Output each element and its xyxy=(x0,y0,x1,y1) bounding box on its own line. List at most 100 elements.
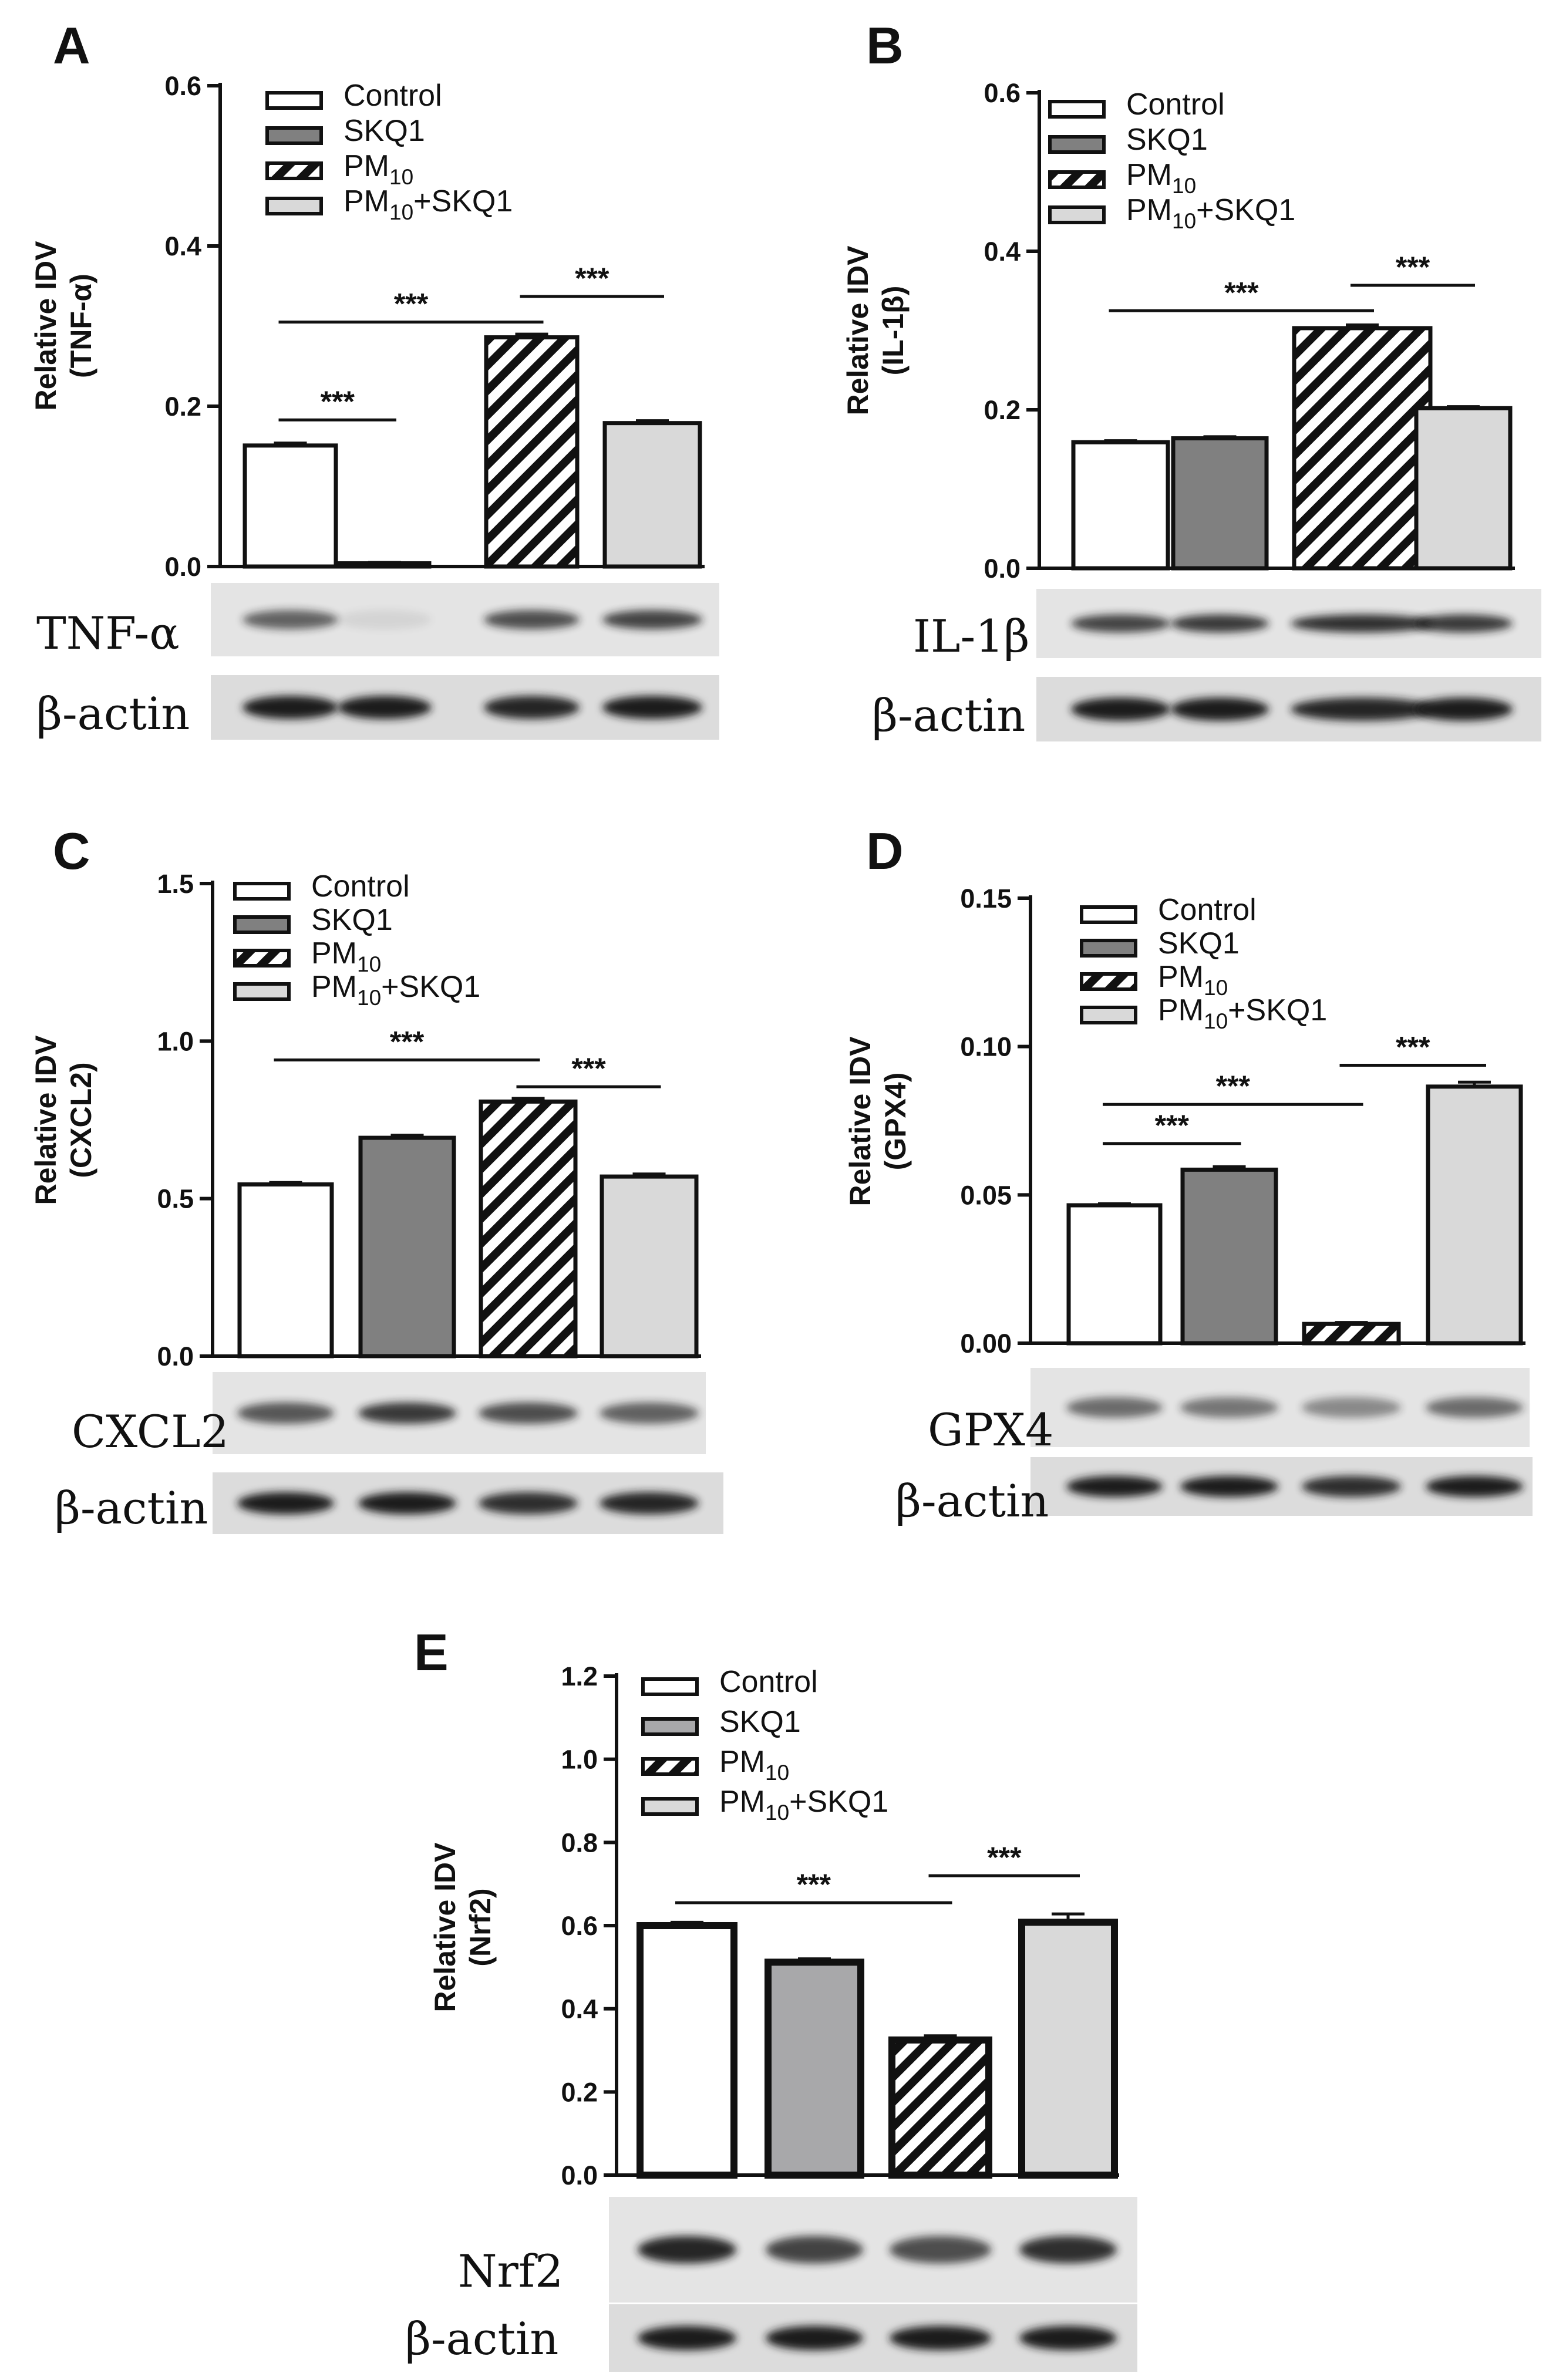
legend-label: Control xyxy=(719,1665,818,1699)
legend-label: PM10 xyxy=(343,149,413,189)
blot-band xyxy=(237,1402,334,1424)
legend-label-name: Control xyxy=(311,869,410,904)
legend-label-name: PM xyxy=(311,970,357,1004)
panel-b: B 0.0 0.2 0.4 0.6 Relative IDV (IL-1β) *** *** Co… xyxy=(841,16,1541,741)
legend-swatch xyxy=(233,949,291,967)
y-axis-label-line: Relative IDV xyxy=(841,245,874,416)
blot-band xyxy=(237,1492,334,1515)
legend-label-subscript: 10 xyxy=(1172,174,1196,198)
y-tick-label: 0.4 xyxy=(164,231,201,261)
y-tick-label: 0.15 xyxy=(960,884,1012,913)
blot-label: β-actin xyxy=(405,2312,558,2365)
bar xyxy=(1180,1167,1278,1346)
y-axis-label-line: (Nrf2) xyxy=(464,1888,497,1966)
blot-label: Nrf2 xyxy=(458,2245,563,2297)
y-tick-label: 0.4 xyxy=(984,237,1021,267)
legend-label: SKQ1 xyxy=(1158,926,1240,960)
blot-band xyxy=(243,610,338,629)
blot-band xyxy=(1414,697,1513,721)
blot-band xyxy=(1291,697,1434,721)
legend-swatch xyxy=(233,982,291,1001)
legend-label-suffix: +SKQ1 xyxy=(1228,993,1327,1027)
y-axis-label-line: (IL-1β) xyxy=(877,286,910,376)
panel-letter: A xyxy=(53,16,90,75)
legend-swatch xyxy=(641,1717,699,1736)
y-tick-label: 1.0 xyxy=(157,1026,194,1056)
bar xyxy=(1292,326,1433,571)
panel-a: A 0.0 0.2 0.4 0.6 Relative IDV (TNF-α) *** *** **… xyxy=(29,16,719,740)
blot-band xyxy=(766,2236,863,2264)
y-axis-label-line: Relative IDV xyxy=(429,1842,462,2012)
bar xyxy=(1302,1322,1401,1346)
y-tick-label: 0.6 xyxy=(561,1911,598,1941)
legend-label-name: SKQ1 xyxy=(311,903,393,937)
legend-label: SKQ1 xyxy=(1126,123,1208,157)
blot-band xyxy=(638,2325,736,2351)
bar xyxy=(358,1135,456,1358)
legend-label: PM10+SKQ1 xyxy=(1158,993,1327,1033)
legend-label-name: PM xyxy=(311,936,357,970)
y-tick-label: 0.10 xyxy=(960,1032,1012,1062)
blot-label: β-actin xyxy=(895,1475,1049,1527)
legend-label-name: PM xyxy=(343,184,389,218)
blot-strip xyxy=(211,583,719,656)
legend-swatch xyxy=(1048,135,1106,154)
panel-letter: B xyxy=(866,16,904,75)
blot-band xyxy=(602,610,703,629)
blot-band xyxy=(358,1402,456,1424)
legend-swatch xyxy=(265,126,323,145)
blot-band xyxy=(1066,1476,1163,1497)
y-tick-label: 0.2 xyxy=(164,392,201,422)
y-tick-label: 1.2 xyxy=(561,1661,598,1691)
legend-label-name: Control xyxy=(1126,87,1225,122)
legend-label-suffix: +SKQ1 xyxy=(1196,193,1295,227)
bar xyxy=(1426,1084,1523,1346)
panel-c: C 0.0 0.5 1.0 1.5 Relative IDV (CXCL2) *** *** Co… xyxy=(29,822,723,1534)
legend-label-subscript: 10 xyxy=(1204,1009,1228,1033)
legend-swatch xyxy=(1048,100,1106,119)
y-axis-label-line: Relative IDV xyxy=(29,241,62,411)
y-tick-label: 0.2 xyxy=(561,2077,598,2107)
legend-label-name: PM xyxy=(1158,960,1204,994)
bar xyxy=(484,335,580,569)
legend-label-name: PM xyxy=(719,1745,765,1779)
bar xyxy=(1071,440,1170,571)
legend-label-suffix: +SKQ1 xyxy=(413,184,513,218)
blot-band xyxy=(602,696,703,719)
y-tick-label: 0.8 xyxy=(561,1828,598,1858)
legend-swatch xyxy=(265,161,323,180)
blot-band xyxy=(478,1402,578,1424)
legend-swatch xyxy=(1048,170,1106,189)
blot-band xyxy=(484,696,580,719)
legend-label: PM10+SKQ1 xyxy=(343,184,513,224)
blot-band xyxy=(1070,697,1171,721)
y-tick-label: 0.6 xyxy=(984,78,1021,108)
blot-band xyxy=(1019,2236,1117,2264)
blot-strip xyxy=(211,675,719,740)
legend-label: PM10+SKQ1 xyxy=(1126,193,1295,233)
significance-label: *** xyxy=(394,288,429,321)
blot-band xyxy=(1019,2325,1117,2351)
blot-label: β-actin xyxy=(36,687,190,740)
legend-label: PM10+SKQ1 xyxy=(311,970,480,1010)
significance-label: *** xyxy=(571,1052,606,1085)
blot-label: CXCL2 xyxy=(72,1405,229,1458)
blot-band xyxy=(338,610,432,629)
legend-label-suffix: +SKQ1 xyxy=(789,1785,888,1819)
blot-band xyxy=(484,610,580,629)
blot-strip xyxy=(1036,589,1541,658)
significance-label: *** xyxy=(575,262,609,295)
blot-label: β-actin xyxy=(872,689,1025,741)
legend-label-subscript: 10 xyxy=(389,200,413,224)
y-axis-label: Relative IDV (TNF-α) xyxy=(29,241,97,411)
y-axis-label-line: Relative IDV xyxy=(844,1036,877,1206)
blot-label: TNF-α xyxy=(36,607,180,659)
blot-band xyxy=(1180,1397,1278,1418)
bar xyxy=(600,1174,699,1358)
y-axis-label-line: (TNF-α) xyxy=(65,274,97,378)
legend-label-subscript: 10 xyxy=(1172,209,1196,233)
y-tick-label: 0.0 xyxy=(984,554,1021,584)
legend-label-name: SKQ1 xyxy=(343,114,425,148)
legend-label: PM10 xyxy=(1158,960,1228,1000)
significance-label: *** xyxy=(1224,276,1259,309)
